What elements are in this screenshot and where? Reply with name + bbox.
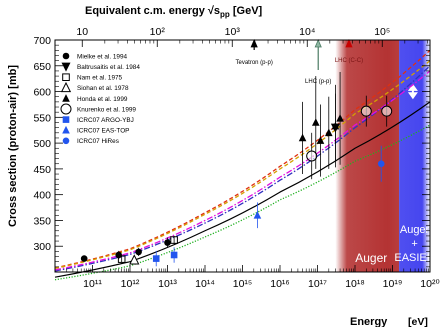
model-curve-dotted (54, 124, 431, 281)
model-curve-dashdot (54, 70, 431, 271)
point-circle-filled (135, 248, 142, 256)
x-tick-label: 10¹⁷ (308, 278, 327, 290)
top-tick-label: 10⁴ (299, 26, 315, 38)
data-points (80, 71, 393, 267)
x-tick-label: 10¹⁵ (233, 278, 253, 290)
band-auger (335, 40, 400, 272)
y-tick-label: 550 (33, 112, 51, 124)
legend-entry: Baltrusaitis et al. 1984 (77, 64, 140, 71)
legend-entry: Nam et al. 1975 (77, 75, 123, 82)
energy-markers: Tevatron (p-p) LHC (p-p) LHC (C-C) (235, 38, 363, 85)
legend-entry: Knurenko et al. 1999 (77, 106, 136, 113)
legend-entry: ICRC07 EAS-TOP (77, 128, 129, 135)
point-triangle-filled (311, 118, 320, 126)
energy-marker-arrowhead (250, 38, 258, 48)
point-circle-open (306, 150, 318, 162)
top-axis-title: Equivalent c.m. energy √spp [GeV] (85, 5, 263, 19)
point-circle-open (381, 105, 393, 117)
y-tick-label: 500 (33, 138, 51, 150)
point-circle-filled (62, 137, 70, 145)
energy-marker-arrowhead (345, 38, 353, 48)
model-curve-dashdot (54, 65, 431, 272)
legend: Mielke et al. 1994 Baltrusaitis et al. 19… (60, 52, 140, 145)
point-triangle-filled (331, 121, 340, 130)
y-tick-label: 350 (33, 215, 51, 227)
energy-marker-label: LHC (C-C) (335, 58, 363, 64)
top-axis-unit: [GeV] (230, 5, 263, 17)
point-triangle-filled (336, 114, 344, 122)
point-triangle-filled (62, 94, 70, 102)
point-circle-filled (80, 255, 88, 262)
model-curve-solid (54, 101, 431, 278)
bands-layer: Auger Auger + EASIER (335, 40, 435, 272)
x-tick-label: 10¹⁹ (383, 278, 403, 290)
x-tick-label: 10¹¹ (83, 278, 102, 290)
legend-entry: ICRC07 HiRes (77, 138, 119, 145)
point-square-open (62, 73, 70, 82)
energy-marker-label: LHC (p-p) (305, 79, 331, 85)
y-tick-label: 300 (33, 241, 51, 253)
band-label-easier-line: Auger (400, 224, 430, 236)
point-circle-filled (164, 239, 171, 246)
point-triangle-filled (253, 210, 262, 219)
energy-marker-label: Tevatron (p-p) (235, 60, 272, 66)
point-square-filled (152, 255, 160, 262)
x-axis-unit: [eV] (408, 316, 428, 327)
point-triangle-filled (298, 133, 307, 142)
model-curve-dashed (54, 49, 431, 269)
point-triangle-down-filled (61, 62, 71, 72)
x-tick-label: 10¹⁸ (345, 278, 365, 290)
point-circle-filled (115, 251, 123, 259)
x-tick-label: 10¹⁴ (195, 278, 215, 290)
point-triangle-open (60, 81, 72, 93)
point-square-filled (62, 116, 70, 123)
point-triangle-filled (316, 136, 325, 144)
point-triangle-filled (324, 128, 333, 137)
top-axis-symbol: √s (208, 5, 220, 17)
legend-entry: Mielke et al. 1994 (77, 53, 128, 60)
top-tick-label: 10 (76, 26, 88, 38)
band-label-auger: Auger (355, 251, 387, 265)
top-axis-subscript: pp (220, 10, 230, 19)
band-label-easier-line: + (411, 238, 417, 250)
point-circle-open (360, 105, 372, 117)
y-tick-label: 700 (33, 35, 51, 47)
band-label-easier-line: EASIER (394, 252, 434, 264)
top-tick-label: 10³ (225, 26, 241, 38)
point-square-open (170, 236, 178, 244)
y-tick-label: 600 (33, 87, 51, 99)
y-tick-label: 650 (33, 61, 51, 73)
point-triangle-open (129, 254, 140, 265)
x-tick-label: 10¹⁶ (270, 278, 290, 290)
y-axis-title: Cross section (proton-air) [mb] (7, 65, 19, 227)
point-circle-open (60, 103, 72, 115)
top-tick-label: 10⁵ (374, 26, 390, 38)
double-arrow-head-down (407, 92, 418, 100)
point-circle-filled (377, 160, 385, 168)
axes: 10¹¹ 10¹² 10¹³ 10¹⁴ 10¹⁵ 10¹⁶ 10¹⁷ 10¹⁸ 10¹⁹ 10²⁰… (7, 5, 440, 327)
y-tick-label: 400 (33, 190, 51, 202)
top-axis-label: Equivalent c.m. energy (85, 5, 208, 17)
energy-marker-arrowhead (314, 38, 322, 48)
double-arrow-head-up (407, 83, 418, 91)
point-circle-filled (62, 52, 70, 60)
band-auger-easier (399, 40, 430, 272)
point-square-filled (170, 251, 178, 259)
x-tick-label: 10¹² (121, 278, 140, 290)
legend-entry: ICRC07 ARGO-YBJ (77, 117, 134, 124)
top-tick-label: 10² (150, 26, 166, 38)
x-tick-label: 10¹³ (158, 278, 177, 290)
x-tick-label: 10²⁰ (420, 278, 440, 290)
legend-entry: Siohan et al. 1978 (77, 85, 129, 92)
legend-entry: Honda et al. 1999 (77, 96, 128, 103)
y-tick-label: 450 (33, 164, 51, 176)
x-axis-title: Energy (350, 316, 388, 327)
point-square-open (117, 255, 126, 263)
point-triangle-filled (62, 125, 70, 134)
